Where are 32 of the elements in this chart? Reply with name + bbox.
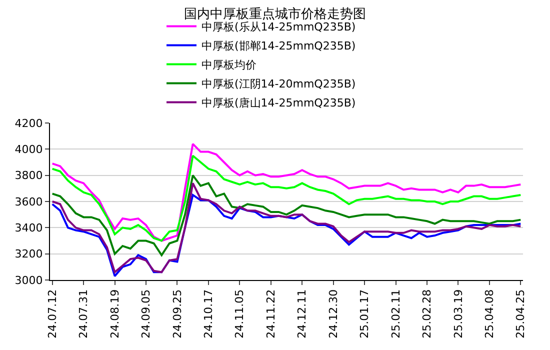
x-tick-label: 24.09.05 (140, 289, 153, 338)
y-tick-label: 4200 (14, 116, 43, 130)
x-tick-label: 25.01.17 (358, 289, 372, 338)
x-tick-label: 24.09.25 (170, 289, 184, 338)
y-tick-label: 3800 (14, 169, 43, 182)
x-tick-label: 25.04.08 (483, 289, 496, 338)
x-tick-label: 24.07.31 (77, 289, 90, 338)
x-tick-label: 24.11.22 (264, 289, 278, 338)
legend-label: 中厚板均价 (202, 58, 256, 72)
x-tick-label: 24.12.30 (326, 289, 340, 338)
x-tick-label: 24.07.12 (46, 289, 59, 338)
x-tick-label: 24.10.17 (202, 289, 216, 338)
y-tick-label: 3400 (14, 222, 43, 235)
y-tick-label: 3000 (14, 274, 43, 287)
x-tick-label: 25.04.25 (514, 289, 528, 338)
line-series (51, 174, 522, 256)
x-tick-label: 25.03.19 (452, 289, 465, 338)
chart-title: 国内中厚板重点城市价格走势图 (184, 6, 366, 22)
y-tick-label: 3200 (14, 248, 43, 261)
y-tick-label: 4000 (14, 143, 43, 156)
line-series (51, 182, 522, 274)
x-tick-label: 24.12.11 (296, 289, 309, 338)
legend-label: 中厚板(邯郸14-25mmQ235B) (202, 40, 356, 53)
legend-label: 中厚板(唐山14-25mmQ235B) (202, 96, 356, 110)
x-tick-label: 24.08.19 (108, 289, 122, 338)
x-tick-label: 24.11.05 (233, 289, 246, 338)
x-tick-label: 25.02.28 (420, 289, 434, 338)
x-tick-label: 25.02.11 (389, 289, 402, 338)
y-tick-label: 3600 (14, 195, 43, 208)
legend-label: 中厚板(江阴14-20mmQ235B) (202, 78, 356, 91)
line-series (51, 194, 522, 278)
legend-label: 中厚板(乐从14-25mmQ235B) (202, 20, 356, 34)
